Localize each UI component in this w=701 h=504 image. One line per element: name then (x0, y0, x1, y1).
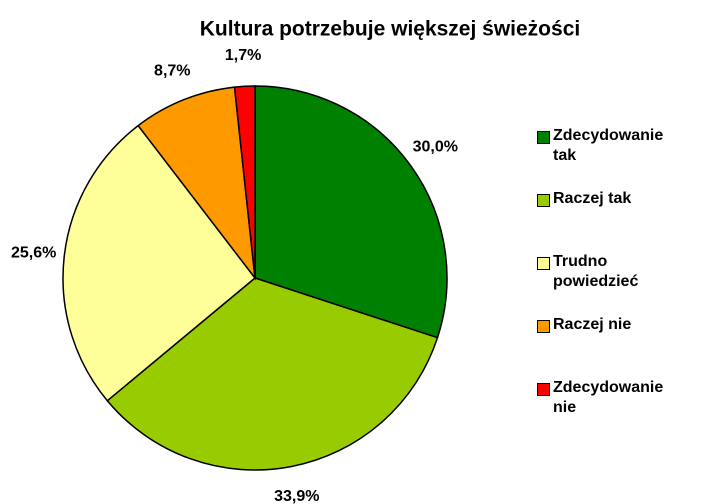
legend-label: Zdecydowanie nie (553, 379, 664, 416)
legend-swatch (537, 131, 550, 144)
chart-title: Kultura potrzebuje większej świeżości (200, 18, 580, 41)
data-label: 30,0% (413, 138, 458, 155)
data-label: 8,7% (154, 62, 190, 79)
legend-label: Trudno powiedzieć (553, 253, 639, 290)
pie-slice (233, 85, 256, 279)
legend-swatch (537, 383, 550, 396)
pie-slice (254, 85, 448, 339)
legend-swatch (537, 194, 550, 207)
legend-swatch (537, 257, 550, 270)
data-label: 33,9% (274, 488, 319, 504)
pie-slice (137, 86, 257, 281)
data-label: 1,7% (225, 47, 261, 64)
pie-slice (62, 124, 257, 402)
pie-slice (106, 277, 439, 471)
data-label: 25,6% (11, 244, 56, 261)
legend-label: Zdecydowanie tak (553, 127, 664, 164)
legend-swatch (537, 320, 550, 333)
legend-label: Raczej tak (553, 190, 632, 207)
legend-label: Raczej nie (553, 316, 632, 333)
